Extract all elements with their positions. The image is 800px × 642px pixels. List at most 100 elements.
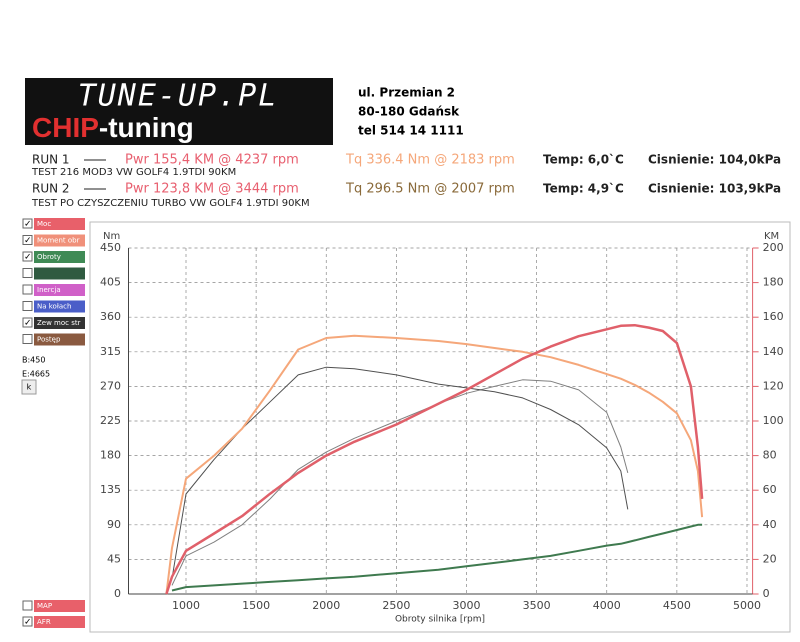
logo-chip: CHIP	[32, 112, 99, 143]
y2-tick-label: 60	[763, 483, 777, 496]
logo-tuning: -tuning	[99, 112, 194, 143]
address: tel 514 14 1111	[358, 124, 464, 138]
sidebar-e: E:4665	[22, 370, 50, 379]
sidebar-swatch	[34, 234, 85, 247]
x-tick-label: 5000	[733, 599, 761, 612]
series-line	[171, 379, 629, 586]
x-tick-label: 4500	[663, 599, 691, 612]
address: ul. Przemian 2	[358, 86, 455, 100]
checkbox	[22, 334, 33, 344]
sidebar-label: AFR	[37, 618, 51, 626]
sidebar-button-label: k	[27, 383, 32, 392]
logo-top: TUNE-UP.PL	[78, 79, 279, 114]
x-tick-label: 3000	[452, 599, 480, 612]
run-desc: TEST PO CZYSZCZENIU TURBO VW GOLF4 1.9TD…	[31, 198, 310, 209]
sidebar-swatch	[34, 218, 85, 230]
run-torque: Tq 296.5 Nm @ 2007 rpm	[345, 182, 515, 197]
x-axis-title: Obroty silnika [rpm]	[395, 615, 485, 625]
y-tick-label: 0	[114, 587, 121, 600]
checkbox	[22, 301, 33, 311]
chart-frame	[89, 221, 791, 633]
y-tick-label: 135	[100, 483, 121, 496]
sidebar-label: Na kołach	[37, 303, 71, 311]
y-axis-title: Nm	[103, 231, 120, 242]
x-tick-label: 1000	[172, 599, 200, 612]
y2-tick-label: 80	[763, 449, 777, 462]
sidebar-swatch	[34, 251, 85, 263]
y-tick-label: 360	[100, 310, 121, 323]
sidebar-label: Postęp	[37, 336, 61, 344]
sidebar-swatch	[34, 317, 85, 329]
y-tick-label: 225	[100, 414, 121, 427]
checkbox	[22, 268, 33, 278]
sidebar-swatch	[34, 333, 85, 346]
checkbox	[22, 251, 33, 262]
logo-bottom: CHIP-tuning	[32, 112, 194, 143]
checkbox	[22, 317, 33, 328]
y-tick-label: 90	[107, 518, 121, 531]
y2-tick-label: 180	[763, 276, 784, 289]
run-label: RUN 1	[32, 153, 70, 167]
y-tick-label: 405	[100, 276, 121, 289]
x-tick-label: 3500	[523, 599, 551, 612]
run-power: Pwr 155,4 KM @ 4237 rpm	[125, 153, 299, 168]
run-label: RUN 2	[32, 182, 70, 196]
y2-tick-label: 40	[763, 518, 777, 531]
x-tick-label: 2500	[382, 599, 410, 612]
sidebar-swatch	[34, 284, 85, 296]
sidebar-label: Moc	[37, 220, 51, 228]
x-tick-label: 2000	[312, 599, 340, 612]
series-line	[165, 334, 704, 595]
sidebar-label: Zew moc str	[37, 319, 81, 327]
y2-tick-label: 120	[763, 379, 784, 392]
checkbox	[22, 600, 33, 611]
run-pressure: Cisnienie: 104,0kPa	[648, 153, 781, 167]
run-power: Pwr 123,8 KM @ 3444 rpm	[125, 182, 299, 197]
sidebar-label: Inercja	[37, 286, 61, 294]
check-mark: ✓	[24, 236, 32, 246]
series-line	[165, 323, 704, 595]
checkbox	[22, 616, 33, 627]
y-tick-label: 45	[107, 552, 121, 565]
check-mark: ✓	[24, 618, 32, 628]
y2-tick-label: 20	[763, 552, 777, 565]
y2-tick-label: 100	[763, 414, 784, 427]
run-temp: Temp: 6,0`C	[543, 153, 624, 167]
logo-box	[25, 78, 333, 145]
run-pressure: Cisnienie: 103,9kPa	[648, 182, 781, 196]
sidebar-swatch	[34, 300, 85, 313]
check-mark: ✓	[24, 319, 32, 329]
x-tick-label: 4000	[593, 599, 621, 612]
sidebar-swatch	[34, 267, 85, 280]
y-tick-label: 315	[100, 345, 121, 358]
y-tick-label: 450	[100, 241, 121, 254]
x-tick-label: 1500	[242, 599, 270, 612]
checkbox	[22, 218, 33, 229]
sidebar-label: Moment obr	[37, 237, 80, 245]
y2-tick-label: 200	[763, 241, 784, 254]
sidebar-b: B:450	[22, 356, 45, 365]
address: 80-180 Gdańsk	[358, 105, 460, 119]
check-mark: ✓	[24, 253, 32, 263]
checkbox	[22, 235, 33, 245]
checkbox	[22, 284, 33, 295]
y2-tick-label: 140	[763, 345, 784, 358]
sidebar-swatch	[34, 600, 85, 612]
series-line	[171, 523, 703, 592]
check-mark: ✓	[24, 220, 32, 230]
run-desc: TEST 216 MOD3 VW GOLF4 1.9TDI 90KM	[31, 167, 236, 178]
y-tick-label: 270	[100, 379, 121, 392]
run-torque: Tq 336.4 Nm @ 2183 rpm	[345, 153, 515, 168]
sidebar-swatch	[34, 616, 85, 628]
series-line	[171, 366, 629, 579]
sidebar-label: MAP	[37, 602, 52, 610]
sidebar-button[interactable]	[21, 379, 37, 395]
run-temp: Temp: 4,9`C	[543, 182, 624, 196]
y-tick-label: 180	[100, 449, 121, 462]
y2-tick-label: 0	[763, 587, 770, 600]
sidebar-label: Obroty	[37, 253, 61, 261]
y2-axis-title: KM	[764, 231, 779, 242]
y2-tick-label: 160	[763, 310, 784, 323]
